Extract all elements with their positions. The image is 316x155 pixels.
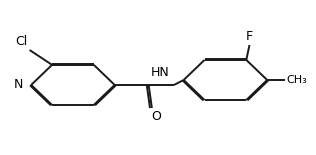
Text: CH₃: CH₃ [286,75,307,85]
Text: HN: HN [151,66,170,79]
Text: O: O [152,110,161,123]
Text: Cl: Cl [16,35,28,48]
Text: F: F [246,30,253,43]
Text: N: N [14,78,23,91]
